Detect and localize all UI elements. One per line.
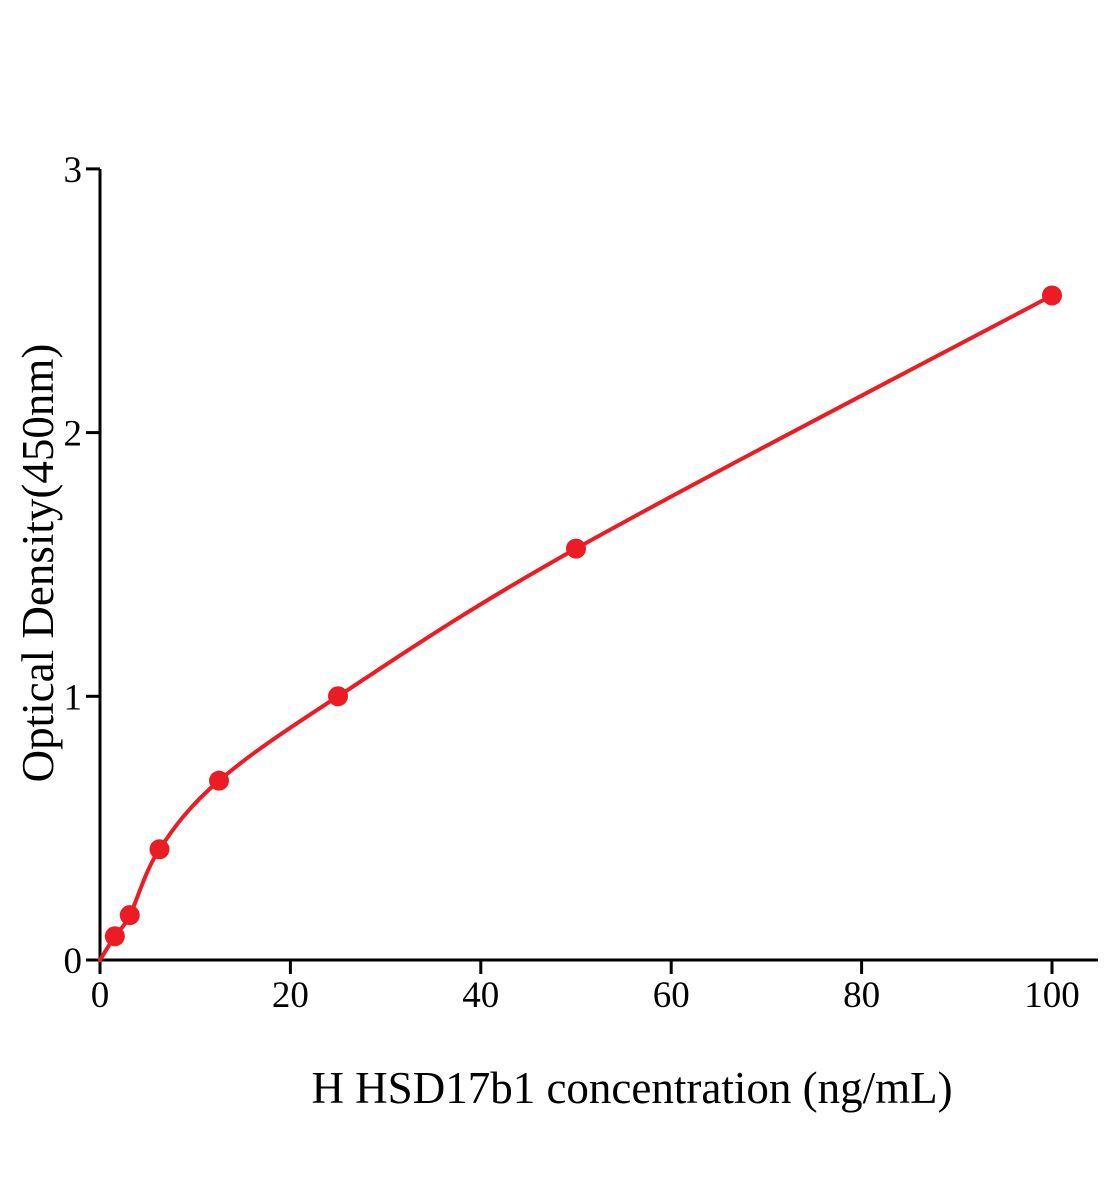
y-tick-label: 2 [64,414,83,455]
data-point-marker [104,926,125,947]
data-point-marker [1042,285,1062,306]
x-axis-title: H HSD17b1 concentration (ng/mL) [311,1063,953,1113]
x-tick-label: 0 [91,975,110,1016]
y-tick-label: 3 [64,150,83,191]
data-point-marker [119,905,140,926]
fitted-curve [98,293,1054,962]
data-point-marker [149,839,170,860]
x-tick-label: 100 [1024,975,1080,1016]
x-tick-label: 20 [272,975,309,1016]
data-point-marker [566,538,586,559]
data-point-marker [328,686,348,707]
data-point-marker [209,770,229,791]
x-tick-label: 60 [653,975,690,1016]
x-tick-label: 40 [462,975,499,1016]
y-axis-title: Optical Density(450nm) [13,343,63,783]
x-tick-label: 80 [843,975,880,1016]
y-tick-label: 1 [64,677,83,718]
y-tick-label: 0 [64,941,83,982]
